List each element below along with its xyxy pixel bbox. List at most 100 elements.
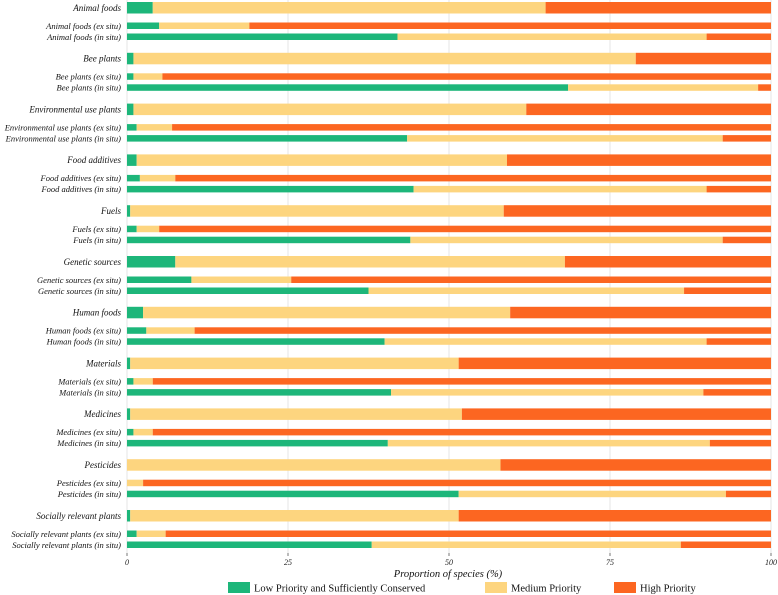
category-label: Materials (in situ): [58, 387, 121, 397]
bar-segment: [410, 236, 723, 244]
bar-segment: [127, 530, 137, 537]
bar-segment: [127, 2, 153, 14]
bar-segment: [130, 205, 504, 217]
category-labels: Animal foods Animal foods (ex situ)Animal…: [4, 3, 122, 550]
bar-segment: [127, 154, 137, 166]
tick-label: 50: [445, 558, 453, 567]
bar-segment: [127, 236, 411, 244]
bar-segment: [706, 185, 771, 193]
bar-segment: [130, 510, 459, 522]
bar-segment: [503, 205, 771, 217]
bar-segment: [194, 327, 771, 334]
bar-segment: [391, 389, 704, 396]
legend-swatch: [614, 582, 636, 593]
bar-segment: [458, 357, 771, 370]
bar-segment: [371, 541, 681, 548]
x-axis: 0 25 50 75 100: [125, 553, 777, 567]
bars: [127, 2, 772, 548]
bar-segment: [127, 73, 134, 80]
bar-segment: [127, 33, 398, 40]
bar-segment: [703, 389, 771, 396]
category-label: Environmental use plants (ex situ): [4, 122, 121, 132]
bar-segment: [127, 256, 176, 268]
legend-label: Low Priority and Sufficiently Conserved: [254, 584, 426, 595]
bar-segment: [461, 408, 771, 420]
bar-segment: [510, 306, 771, 319]
category-label: Socially relevant plants (ex situ): [11, 529, 121, 539]
bar-segment: [545, 2, 771, 14]
bar-segment: [127, 357, 131, 370]
bar-segment: [127, 22, 160, 29]
bar-segment: [127, 378, 134, 385]
category-label: Pesticides (ex situ): [56, 478, 121, 488]
bar-segment: [143, 479, 772, 487]
category-label: Medicines: [83, 409, 121, 419]
bar-segment: [127, 225, 137, 233]
bar-segment: [127, 510, 131, 522]
bar-segment: [397, 33, 707, 40]
bar-segment: [152, 378, 771, 385]
tick-label: 100: [765, 558, 777, 567]
bar-segment: [127, 459, 501, 471]
bar-segment: [159, 22, 250, 29]
category-label: Pesticides (in situ): [57, 489, 121, 499]
category-label: Materials: [85, 358, 121, 368]
bar-segment: [384, 338, 707, 345]
category-label: Bee plants (in situ): [57, 83, 122, 93]
category-label: Genetic sources (in situ): [38, 286, 121, 296]
category-label: Bee plants: [83, 54, 121, 64]
category-label: Pesticides: [84, 460, 122, 470]
category-label: Genetic sources (ex situ): [37, 275, 121, 285]
category-label: Socially relevant plants (in situ): [12, 540, 121, 550]
legend-swatch: [228, 582, 250, 593]
bar-segment: [458, 510, 771, 522]
bar-segment: [127, 389, 392, 396]
bar-segment: [127, 103, 134, 116]
bar-segment: [165, 530, 771, 537]
category-label: Animal foods (in situ): [46, 32, 121, 42]
bar-segment: [133, 52, 636, 65]
tick-label: 25: [284, 558, 292, 567]
bar-segment: [143, 306, 511, 319]
category-label: Genetic sources: [64, 257, 122, 267]
category-label: Medicines (ex situ): [55, 427, 121, 437]
bar-segment: [127, 327, 147, 334]
bar-segment: [127, 408, 131, 420]
category-label: Human foods (in situ): [46, 337, 122, 347]
bar-segment: [680, 541, 771, 548]
category-label: Food additives (ex situ): [40, 173, 122, 183]
bar-segment: [127, 276, 192, 283]
bar-segment: [152, 428, 771, 436]
category-label: Environmental use plants: [28, 104, 121, 114]
tick-label: 0: [125, 558, 129, 567]
bar-segment: [722, 135, 771, 142]
category-label: Environmental use plants (in situ): [5, 133, 122, 143]
bar-segment: [709, 439, 771, 447]
bar-segment: [127, 541, 372, 548]
bar-segment: [136, 225, 160, 233]
bar-segment: [127, 439, 388, 447]
bar-segment: [172, 124, 771, 131]
bar-segment: [127, 205, 131, 217]
bar-segment: [133, 378, 153, 385]
bar-segment: [127, 174, 140, 182]
bar-segment: [127, 338, 385, 345]
bar-segment: [706, 338, 771, 345]
bar-segment: [706, 33, 771, 40]
tick-label: 75: [606, 558, 614, 567]
bar-segment: [684, 287, 771, 294]
bar-segment: [133, 103, 527, 116]
bar-segment: [387, 439, 710, 447]
bar-segment: [127, 479, 144, 487]
bar-segment: [136, 154, 507, 166]
bar-segment: [146, 327, 195, 334]
bar-segment: [127, 306, 144, 319]
legend: Low Priority and Sufficiently Conserved M…: [228, 582, 696, 595]
bar-segment: [136, 530, 166, 537]
bar-segment: [175, 174, 772, 182]
category-label: Bee plants (ex situ): [56, 72, 122, 82]
bar-segment: [127, 287, 369, 294]
bar-segment: [152, 2, 546, 14]
category-label: Medicines (in situ): [56, 438, 121, 448]
